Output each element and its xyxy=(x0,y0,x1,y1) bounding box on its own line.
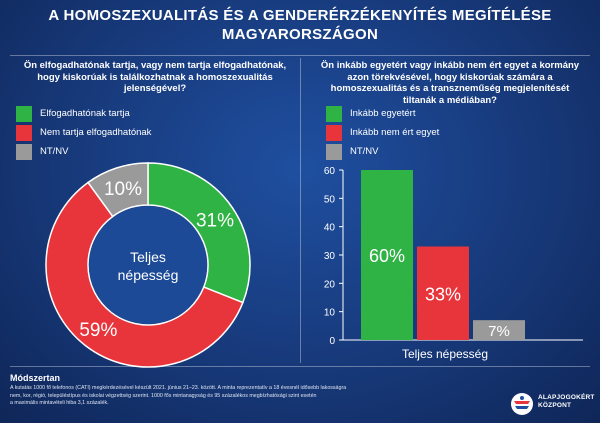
legend-swatch-green xyxy=(326,105,342,122)
logo-line-2: KÖZPONT xyxy=(538,402,572,409)
legend-item: Inkább egyetért xyxy=(326,104,439,123)
donut-slice-label: 10% xyxy=(104,179,142,200)
methodology-line: a maximális mintavételi hiba 3,1 százalé… xyxy=(10,400,109,407)
legend-item: Elfogadhatónak tartja xyxy=(16,104,151,123)
center-divider xyxy=(300,58,301,363)
bar xyxy=(417,246,469,340)
bar-chart: 0 10 20 30 40 50 60 60% 33% 7%Teljes népesség xyxy=(324,166,583,361)
methodology-text: A kutatás 1000 fő telefonos (CATI) megké… xyxy=(10,385,410,408)
alapjogokert-kozpont-logo: ALAPJOGOKÉRT KÖZPONT xyxy=(510,388,596,418)
legend-label: Nem tartja elfogadhatónak xyxy=(40,127,152,138)
y-tick-label: 0 xyxy=(329,336,335,347)
y-tick-label: 20 xyxy=(324,279,336,290)
bottom-divider xyxy=(10,366,590,367)
donut-slice-label: 31% xyxy=(196,210,234,231)
left-question-line: Ön elfogadhatónak tartja, vagy nem tartj… xyxy=(23,60,287,71)
methodology-line: A kutatás 1000 fő telefonos (CATI) megké… xyxy=(10,385,347,391)
logo-text: ALAPJOGOKÉRT KÖZPONT xyxy=(538,394,595,410)
logo-emblem-icon xyxy=(511,393,533,415)
legend-label: Inkább nem ért egyet xyxy=(350,127,440,138)
donut-chart: 31% 59% 10% Teljes népesség xyxy=(45,162,251,368)
legend-label: Elfogadhatónak tartja xyxy=(40,108,130,119)
donut-slice xyxy=(147,162,251,304)
bar-value-label: 60% xyxy=(369,246,405,266)
legend-label: Inkább egyetért xyxy=(350,108,416,119)
legend-item: Nem tartja elfogadhatónak xyxy=(16,123,151,142)
legend-item: NT/NV xyxy=(16,142,151,161)
legend-swatch-gray xyxy=(326,143,342,160)
infographic-title: A HOMOSZEXUALITÁS ÉS A GENDERÉRZÉKENYÍTÉ… xyxy=(0,6,600,44)
right-question: Ön inkább egyetért vagy inkább nem ért e… xyxy=(305,60,595,106)
donut-slice xyxy=(45,181,244,368)
legend-item: Inkább nem ért egyet xyxy=(326,123,439,142)
methodology-title: Módszertan xyxy=(10,373,61,383)
bar xyxy=(473,320,525,340)
y-tick-label: 40 xyxy=(324,223,336,234)
y-tick-label: 50 xyxy=(324,194,336,205)
y-tick-label: 60 xyxy=(324,166,336,177)
right-question-line: azon törekvésével, hogy kiskorúak számár… xyxy=(347,71,553,83)
bar xyxy=(361,170,413,340)
left-question-line: jelenségével? xyxy=(123,83,187,94)
top-divider xyxy=(10,55,590,56)
legend-swatch-green xyxy=(16,105,32,122)
legend-label: NT/NV xyxy=(40,146,69,157)
legend-swatch-red xyxy=(326,124,342,141)
right-question-line: Ön inkább egyetért vagy inkább nem ért e… xyxy=(320,60,580,71)
y-tick-label: 10 xyxy=(324,308,336,319)
x-axis-label: Teljes népesség xyxy=(402,347,488,361)
bar-value-label: 33% xyxy=(425,284,461,304)
right-question-line: tiltanák a médiában? xyxy=(403,94,497,106)
title-line-2: MAGYARORSZÁGON xyxy=(221,26,379,43)
right-legend: Inkább egyetért Inkább nem ért egyet NT/… xyxy=(326,104,439,161)
donut-hole xyxy=(89,206,207,324)
right-question-line: homoszexualitás és a transzneműség megje… xyxy=(330,83,570,94)
legend-swatch-gray xyxy=(16,143,32,160)
legend-label: NT/NV xyxy=(350,146,379,157)
bar-value-label: 7% xyxy=(488,323,510,340)
legend-swatch-red xyxy=(16,124,32,141)
methodology-line: nem, kor, régió, településtípus és iskol… xyxy=(10,392,317,399)
left-question-line: hogy kiskorúak is találkozhatnak a homos… xyxy=(37,71,273,83)
title-line-1: A HOMOSZEXUALITÁS ÉS A GENDERÉRZÉKENYÍTÉ… xyxy=(48,7,552,24)
logo-line-1: ALAPJOGOKÉRT xyxy=(538,394,595,401)
donut-center-label: Teljes xyxy=(130,249,166,265)
y-tick-label: 30 xyxy=(324,251,336,262)
left-question: Ön elfogadhatónak tartja, vagy nem tartj… xyxy=(10,60,300,95)
donut-slice-label: 59% xyxy=(79,320,117,341)
donut-slice xyxy=(86,162,149,218)
donut-center-label: népesség xyxy=(118,267,179,283)
legend-item: NT/NV xyxy=(326,142,439,161)
left-legend: Elfogadhatónak tartja Nem tartja elfogad… xyxy=(16,104,151,161)
